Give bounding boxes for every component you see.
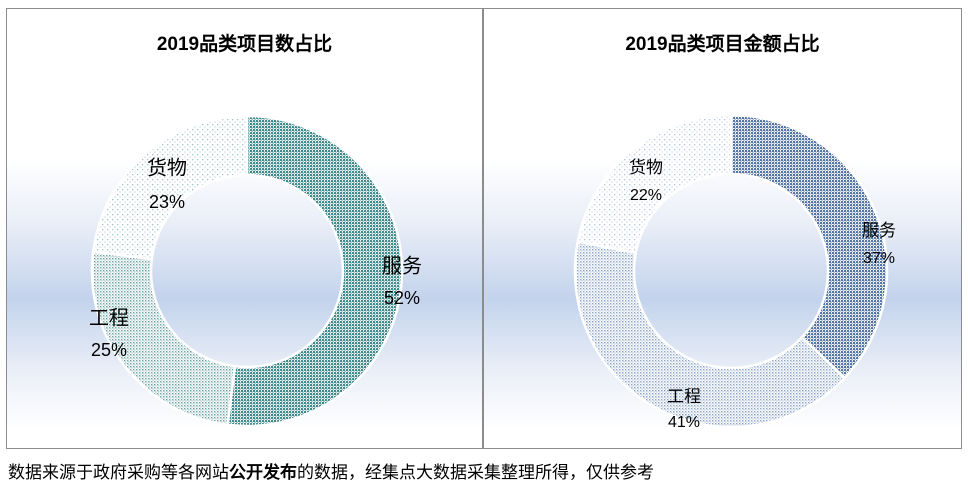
slice-category-label: 服务	[382, 254, 422, 278]
donut-slice-service	[729, 113, 889, 380]
footer-prefix: 数据来源于政府采购等各网站	[8, 463, 229, 483]
slice-category-label: 工程	[667, 387, 701, 407]
slice-category-label: 货物	[629, 158, 663, 178]
slice-value-label: 25%	[91, 340, 127, 360]
chart-panel-count: 2019品类项目数占比 服务 52% 工程 25% 货物 23%	[6, 8, 483, 449]
slice-value-label: 41%	[668, 414, 700, 431]
donut-chart-amount: 服务 37% 工程 41% 货物 22%	[573, 113, 896, 431]
chart-title: 2019品类项目数占比	[156, 34, 333, 55]
slice-category-label: 工程	[89, 306, 129, 330]
slice-category-label: 服务	[862, 221, 896, 241]
slice-value-label: 22%	[630, 187, 662, 204]
donut-slice-service	[226, 114, 404, 428]
chart-panel-amount: 2019品类项目金额占比 服务 37% 工程 41% 货物 22%	[483, 8, 962, 449]
donut-slice-engineering	[573, 240, 847, 429]
slice-category-label: 货物	[147, 156, 187, 180]
slice-value-label: 37%	[863, 250, 895, 267]
chart-title: 2019品类项目金额占比	[625, 34, 820, 55]
donut-slice-goods	[91, 114, 249, 261]
donut-slice-goods	[576, 113, 733, 255]
footer-suffix: 的数据，经集点大数据采集整理所得，仅供参考	[297, 463, 654, 483]
footer-emphasis: 公开发布	[229, 463, 297, 483]
data-source-note: 数据来源于政府采购等各网站公开发布的数据，经集点大数据采集整理所得，仅供参考	[8, 458, 963, 483]
donut-slice-engineering	[90, 250, 237, 427]
slice-value-label: 23%	[149, 192, 185, 212]
donut-chart-count: 服务 52% 工程 25% 货物 23%	[89, 114, 422, 428]
slice-value-label: 52%	[384, 288, 420, 308]
